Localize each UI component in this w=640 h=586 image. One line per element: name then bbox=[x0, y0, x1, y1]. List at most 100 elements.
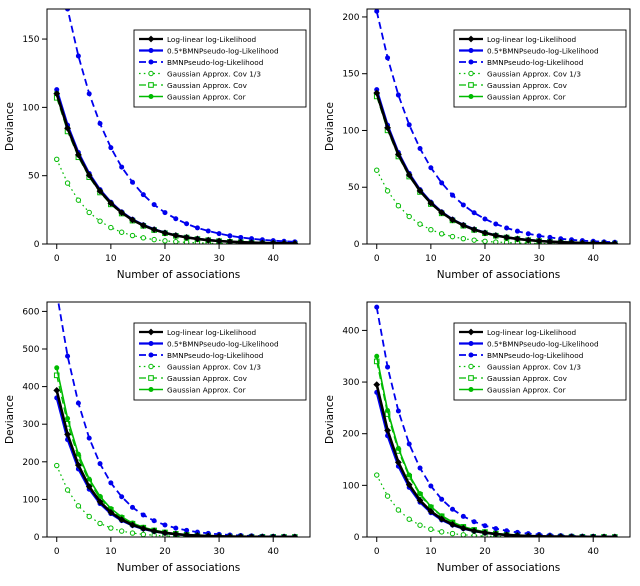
legend-entry: Gaussian Approx. Cov bbox=[459, 374, 568, 383]
legend-entry: 0.5*BMNPseudo-log-Likelihood bbox=[459, 339, 599, 348]
x-tick-label: 0 bbox=[374, 254, 380, 264]
y-tick-label: 0 bbox=[34, 240, 40, 250]
series-markers-2 bbox=[374, 9, 618, 244]
y-tick-label: 200 bbox=[342, 13, 359, 23]
plot-border bbox=[366, 8, 631, 245]
series-line-0 bbox=[375, 92, 615, 244]
x-tick-label: 20 bbox=[159, 547, 171, 557]
legend-entry: Gaussian Approx. Cor bbox=[139, 92, 246, 101]
legend: Log-linear log-Likelihood 0.5*BMNPseudo-l… bbox=[453, 322, 627, 401]
chart-svg: 0 50 100 150 200 0 10 20 30 40 Number of associati… bbox=[324, 8, 631, 281]
chart-panel-top-left: 0 50 100 150 0 10 20 30 40 Number of associations… bbox=[0, 0, 320, 293]
y-axis: 0 100 200 300 400 bbox=[342, 326, 367, 543]
plot-border bbox=[46, 301, 311, 538]
plot-border bbox=[46, 8, 311, 245]
series-line-0 bbox=[55, 390, 295, 537]
chart-svg: 0 50 100 150 0 10 20 30 40 Number of associations… bbox=[4, 8, 311, 281]
x-tick-label: 10 bbox=[425, 254, 437, 264]
series-markers-0 bbox=[53, 386, 299, 537]
y-tick-label: 100 bbox=[342, 481, 359, 491]
y-tick-label: 0 bbox=[354, 533, 360, 543]
legend-label: Log-linear log-Likelihood bbox=[487, 328, 576, 337]
x-tick-label: 40 bbox=[267, 254, 279, 264]
series-line-5 bbox=[375, 92, 615, 244]
x-axis-label: Number of associations bbox=[437, 562, 560, 574]
y-tick-label: 100 bbox=[342, 126, 359, 136]
legend-entry: Gaussian Approx. Cor bbox=[139, 385, 246, 394]
legend-label: Gaussian Approx. Cov bbox=[167, 81, 248, 90]
legend-entry: BMNPseudo-log-Likelihood bbox=[459, 58, 583, 67]
legend-entry: BMNPseudo-log-Likelihood bbox=[139, 58, 263, 67]
legend-label: 0.5*BMNPseudo-log-Likelihood bbox=[487, 339, 599, 348]
legend-entry: Gaussian Approx. Cor bbox=[459, 385, 566, 394]
x-tick-label: 20 bbox=[159, 254, 171, 264]
x-tick-label: 0 bbox=[54, 547, 60, 557]
series-markers-2 bbox=[65, 9, 298, 244]
y-tick-label: 300 bbox=[342, 378, 359, 388]
series-line-4 bbox=[56, 97, 295, 244]
legend-label: 0.5*BMNPseudo-log-Likelihood bbox=[167, 339, 279, 348]
legend-entry: Gaussian Approx. Cor bbox=[459, 92, 566, 101]
x-axis: 0 10 20 30 40 bbox=[54, 537, 279, 557]
y-tick-label: 0 bbox=[34, 533, 40, 543]
chart-panel-bottom-left: 0 100 200 300 400 500 600 0 10 20 30 40 Number of as… bbox=[0, 293, 320, 586]
series-group bbox=[53, 9, 299, 244]
x-tick-label: 10 bbox=[425, 547, 437, 557]
legend: Log-linear log-Likelihood 0.5*BMNPseudo-l… bbox=[133, 322, 307, 401]
legend-entry: Gaussian Approx. Cov 1/3 bbox=[459, 69, 581, 78]
y-tick-label: 150 bbox=[22, 35, 39, 45]
series-line-1 bbox=[55, 397, 295, 537]
chart-panel-top-right: 0 50 100 150 200 0 10 20 30 40 Number of associati… bbox=[320, 0, 640, 293]
legend: Log-linear log-Likelihood 0.5*BMNPseudo-l… bbox=[453, 29, 627, 108]
y-tick-label: 0 bbox=[354, 240, 360, 250]
series-line-1 bbox=[375, 392, 615, 537]
x-tick-label: 10 bbox=[105, 547, 117, 557]
series-line-1 bbox=[375, 89, 615, 244]
series-markers-0 bbox=[373, 381, 619, 537]
x-tick-label: 20 bbox=[479, 254, 491, 264]
y-tick-label: 200 bbox=[342, 430, 359, 440]
x-tick-label: 0 bbox=[374, 547, 380, 557]
series-line-4 bbox=[376, 96, 615, 244]
chart-svg: 0 100 200 300 400 500 600 0 10 20 30 40 Number of as… bbox=[4, 301, 311, 574]
y-tick-label: 50 bbox=[28, 172, 40, 182]
series-group bbox=[373, 9, 619, 244]
y-tick-label: 600 bbox=[22, 307, 39, 317]
legend-entry: Gaussian Approx. Cov 1/3 bbox=[139, 69, 261, 78]
legend-entry: Gaussian Approx. Cov 1/3 bbox=[459, 362, 581, 371]
legend-label: Gaussian Approx. Cov bbox=[487, 374, 568, 383]
x-tick-label: 30 bbox=[533, 547, 545, 557]
legend-entry: 0.5*BMNPseudo-log-Likelihood bbox=[139, 339, 279, 348]
legend-label: BMNPseudo-log-Likelihood bbox=[167, 58, 263, 67]
x-axis: 0 10 20 30 40 bbox=[54, 244, 279, 264]
y-axis: 0 100 200 300 400 500 600 bbox=[22, 307, 47, 543]
x-tick-label: 0 bbox=[54, 254, 60, 264]
legend-entry: BMNPseudo-log-Likelihood bbox=[459, 351, 583, 360]
legend-entry: BMNPseudo-log-Likelihood bbox=[139, 351, 263, 360]
legend-label: Gaussian Approx. Cov bbox=[487, 81, 568, 90]
y-tick-label: 150 bbox=[342, 70, 359, 80]
legend-label: 0.5*BMNPseudo-log-Likelihood bbox=[167, 46, 279, 55]
x-tick-label: 20 bbox=[479, 547, 491, 557]
chart-panel-bottom-right: 0 100 200 300 400 0 10 20 30 40 Number of associat… bbox=[320, 293, 640, 586]
legend-entry: 0.5*BMNPseudo-log-Likelihood bbox=[139, 46, 279, 55]
chart-svg: 0 100 200 300 400 0 10 20 30 40 Number of associat… bbox=[324, 301, 631, 574]
legend-label: Gaussian Approx. Cov 1/3 bbox=[487, 69, 581, 78]
series-markers-1 bbox=[54, 87, 298, 244]
series-line-3 bbox=[56, 159, 295, 244]
x-tick-label: 40 bbox=[587, 547, 599, 557]
x-tick-label: 40 bbox=[587, 254, 599, 264]
x-axis-label: Number of associations bbox=[117, 269, 240, 281]
legend-label: Log-linear log-Likelihood bbox=[167, 35, 256, 44]
legend-label: Gaussian Approx. Cor bbox=[487, 385, 566, 394]
legend-label: Gaussian Approx. Cov 1/3 bbox=[487, 362, 581, 371]
y-axis: 0 50 100 150 bbox=[22, 35, 47, 250]
legend-entry: Log-linear log-Likelihood bbox=[139, 35, 256, 44]
y-axis-label: Deviance bbox=[324, 102, 336, 151]
y-axis-label: Deviance bbox=[324, 395, 336, 444]
y-tick-label: 300 bbox=[22, 420, 39, 430]
y-tick-label: 50 bbox=[348, 183, 360, 193]
y-axis-label: Deviance bbox=[4, 102, 16, 151]
x-axis: 0 10 20 30 40 bbox=[374, 244, 599, 264]
